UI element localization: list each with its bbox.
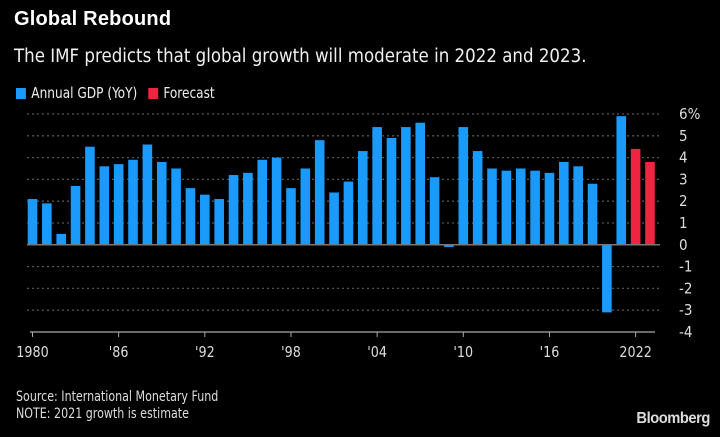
- bar-1987: [128, 159, 138, 245]
- x-tick-label: '16: [540, 344, 560, 361]
- y-tick-label: -3: [679, 303, 692, 320]
- x-tick-label: 2022: [619, 344, 651, 361]
- y-tick-label: 1: [679, 215, 688, 232]
- bar-1982: [56, 233, 67, 245]
- chart-title: Global Rebound: [14, 8, 172, 30]
- legend-label-gdp: Annual GDP (YoY): [31, 84, 138, 102]
- bar-2022: [630, 148, 641, 245]
- y-tick-label: 3: [679, 172, 688, 189]
- bar-1995: [243, 172, 253, 245]
- y-tick-label: 0: [679, 237, 688, 254]
- bar-2017: [559, 161, 569, 245]
- chart-subtitle: The IMF predicts that global growth will…: [14, 46, 587, 67]
- bar-2012: [487, 168, 497, 245]
- bar-1981: [42, 203, 52, 245]
- legend-item-gdp: Annual GDP (YoY): [16, 84, 137, 102]
- bar-2010: [458, 127, 469, 245]
- bar-2002: [343, 181, 354, 245]
- bar-2009: [444, 244, 454, 247]
- bar-1998: [286, 188, 296, 245]
- bar-1989: [156, 161, 167, 245]
- source-text: Source: International Monetary Fund: [16, 389, 219, 405]
- bar-2005: [386, 137, 397, 245]
- y-tick-label: -4: [679, 324, 692, 341]
- x-tick-label: '04: [367, 344, 387, 361]
- bar-2004: [372, 127, 382, 245]
- bar-2006: [401, 127, 411, 245]
- bar-1996: [257, 159, 268, 245]
- bar-2016: [544, 172, 555, 245]
- bar-2008: [429, 177, 440, 245]
- bar-1999: [300, 168, 311, 245]
- bar-2013: [501, 170, 512, 245]
- bar-2019: [587, 183, 598, 245]
- note-text: NOTE: 2021 growth is estimate: [16, 406, 189, 422]
- x-tick-label: '86: [109, 344, 129, 361]
- bar-1997: [271, 157, 282, 245]
- x-tick-label: '10: [453, 344, 473, 361]
- y-tick-label: 6%: [679, 106, 700, 123]
- bar-1990: [171, 168, 181, 245]
- legend-item-forecast: Forecast: [148, 84, 215, 102]
- x-tick-label: '92: [195, 344, 215, 361]
- bar-1993: [214, 199, 224, 245]
- legend-label-forecast: Forecast: [163, 84, 215, 102]
- bar-1980: [27, 199, 38, 245]
- x-tick-label: '98: [281, 344, 301, 361]
- bar-2000: [314, 140, 325, 245]
- y-tick-label: 2: [679, 194, 688, 211]
- legend-swatch-gdp: [16, 87, 26, 99]
- bar-2015: [530, 170, 540, 245]
- bar-2014: [515, 168, 526, 245]
- bar-1985: [99, 166, 110, 245]
- bar-1992: [200, 194, 210, 245]
- bar-1991: [185, 188, 196, 245]
- bar-2011: [472, 151, 483, 245]
- y-tick-label: -1: [679, 259, 692, 276]
- bar-1988: [142, 144, 153, 245]
- bar-2020: [602, 244, 612, 313]
- bar-2023: [645, 161, 655, 245]
- bar-1994: [228, 175, 239, 245]
- bar-1983: [70, 185, 81, 245]
- bar-2007: [415, 122, 426, 245]
- legend: Annual GDP (YoY) Forecast: [16, 84, 225, 102]
- y-tick-label: -2: [679, 281, 692, 298]
- bar-1986: [113, 164, 124, 245]
- bar-2001: [329, 192, 339, 245]
- bloomberg-logo: Bloomberg: [636, 410, 710, 427]
- bar-1984: [85, 146, 95, 245]
- bar-2021: [616, 116, 627, 245]
- y-tick-label: 4: [679, 150, 688, 167]
- bar-2018: [573, 166, 583, 245]
- x-tick-label: 1980: [16, 344, 48, 361]
- bar-2003: [357, 151, 368, 245]
- y-tick-label: 5: [679, 128, 688, 145]
- legend-swatch-forecast: [148, 87, 158, 99]
